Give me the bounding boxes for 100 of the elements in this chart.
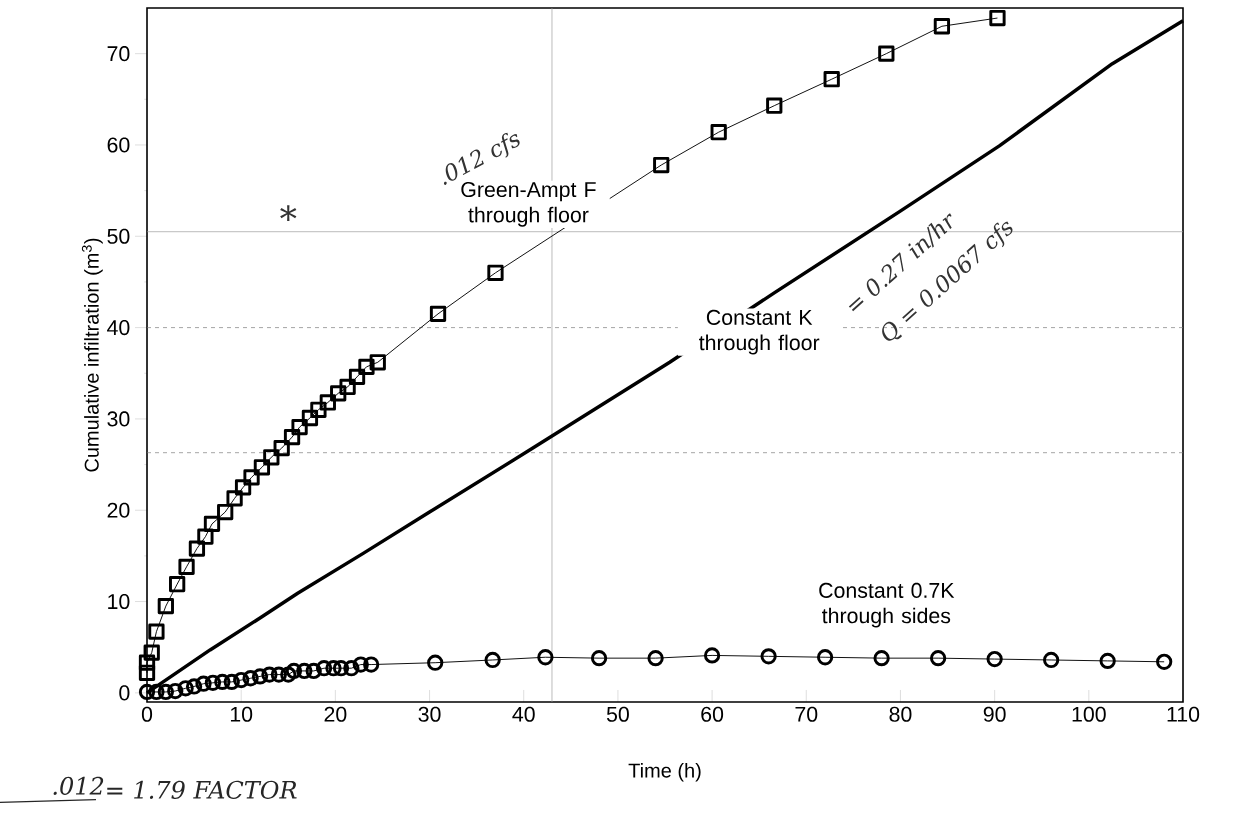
y-tick-label: 60 <box>107 137 130 153</box>
point <box>647 650 664 667</box>
point <box>223 673 240 691</box>
point <box>989 9 1006 27</box>
point <box>296 662 313 680</box>
point <box>138 683 156 701</box>
point <box>273 439 290 457</box>
point <box>332 660 350 677</box>
point <box>177 680 194 697</box>
point <box>1043 651 1060 669</box>
y-axis-title: Cumulative infiltration (m$^{3}$) <box>81 238 103 472</box>
point <box>427 654 444 671</box>
y-tick-label: 30 <box>107 411 130 427</box>
point <box>143 644 160 661</box>
y-tick-label: 40 <box>107 320 130 336</box>
point <box>429 305 447 323</box>
x-tick-label: 10 <box>230 706 253 722</box>
point <box>243 469 260 486</box>
point <box>358 358 375 375</box>
annotation: * <box>280 205 297 221</box>
point <box>339 378 356 396</box>
x-tick-label: 60 <box>701 706 724 722</box>
point <box>169 576 186 593</box>
point <box>315 660 333 677</box>
point <box>590 650 608 667</box>
point <box>703 647 721 664</box>
point <box>178 558 195 575</box>
point <box>242 670 259 687</box>
x-tick-label: 80 <box>889 706 912 722</box>
point <box>263 449 280 466</box>
point <box>348 368 366 386</box>
point <box>195 675 212 692</box>
point <box>253 459 271 476</box>
point <box>157 597 174 615</box>
point <box>343 660 360 677</box>
point <box>283 429 301 446</box>
point <box>352 656 369 673</box>
x-tick-label: 0 <box>141 706 153 722</box>
point <box>226 490 243 507</box>
point <box>310 401 327 418</box>
point <box>363 656 380 673</box>
x-tick-label: 20 <box>324 706 347 722</box>
x-tick-label: 50 <box>606 706 629 722</box>
point <box>929 650 947 667</box>
point <box>305 662 322 680</box>
point <box>766 97 783 114</box>
point <box>760 648 777 665</box>
point <box>285 662 303 680</box>
y-tick-label: 50 <box>107 228 130 244</box>
point <box>138 654 156 671</box>
y-tick-label: 20 <box>107 502 130 518</box>
x-tick-label: 70 <box>795 706 818 722</box>
point <box>234 479 252 496</box>
y-tick-label: 0 <box>119 685 130 701</box>
point <box>710 124 727 141</box>
point <box>369 354 386 371</box>
point <box>261 666 278 683</box>
point <box>217 503 234 521</box>
x-tick-label: 110 <box>1167 706 1200 722</box>
x-tick-label: 100 <box>1072 706 1106 722</box>
point <box>933 18 951 35</box>
x-axis-title: Time (h) <box>628 762 701 782</box>
point <box>325 660 342 677</box>
point <box>157 683 174 701</box>
point <box>537 649 554 666</box>
point <box>873 650 890 667</box>
point <box>291 418 308 436</box>
point <box>233 671 250 689</box>
point <box>986 650 1003 668</box>
point <box>251 668 269 685</box>
text: .012 <box>53 776 104 795</box>
point <box>204 674 222 691</box>
point <box>280 666 297 683</box>
point <box>816 649 834 666</box>
point <box>653 156 670 174</box>
point <box>138 664 156 681</box>
point <box>1156 653 1173 670</box>
point <box>319 394 336 411</box>
series-label: Constant 0.7K through sides <box>819 582 955 628</box>
point <box>330 385 347 402</box>
y-tick-label: 70 <box>107 46 130 62</box>
point <box>1099 652 1116 670</box>
point <box>203 515 221 533</box>
point <box>878 45 895 62</box>
point <box>270 666 287 683</box>
x-tick-label: 90 <box>983 706 1006 722</box>
point <box>484 651 501 669</box>
point <box>185 678 203 695</box>
point <box>487 264 504 281</box>
point <box>214 673 231 691</box>
point <box>823 71 840 88</box>
point <box>148 623 165 640</box>
x-tick-label: 40 <box>512 706 535 722</box>
point <box>167 682 184 700</box>
point <box>197 528 214 545</box>
point <box>301 409 319 427</box>
y-tick-label: 10 <box>108 593 130 610</box>
text: = 1.79 FACTOR <box>107 780 297 799</box>
x-tick-label: 30 <box>418 706 441 722</box>
point <box>188 540 206 557</box>
